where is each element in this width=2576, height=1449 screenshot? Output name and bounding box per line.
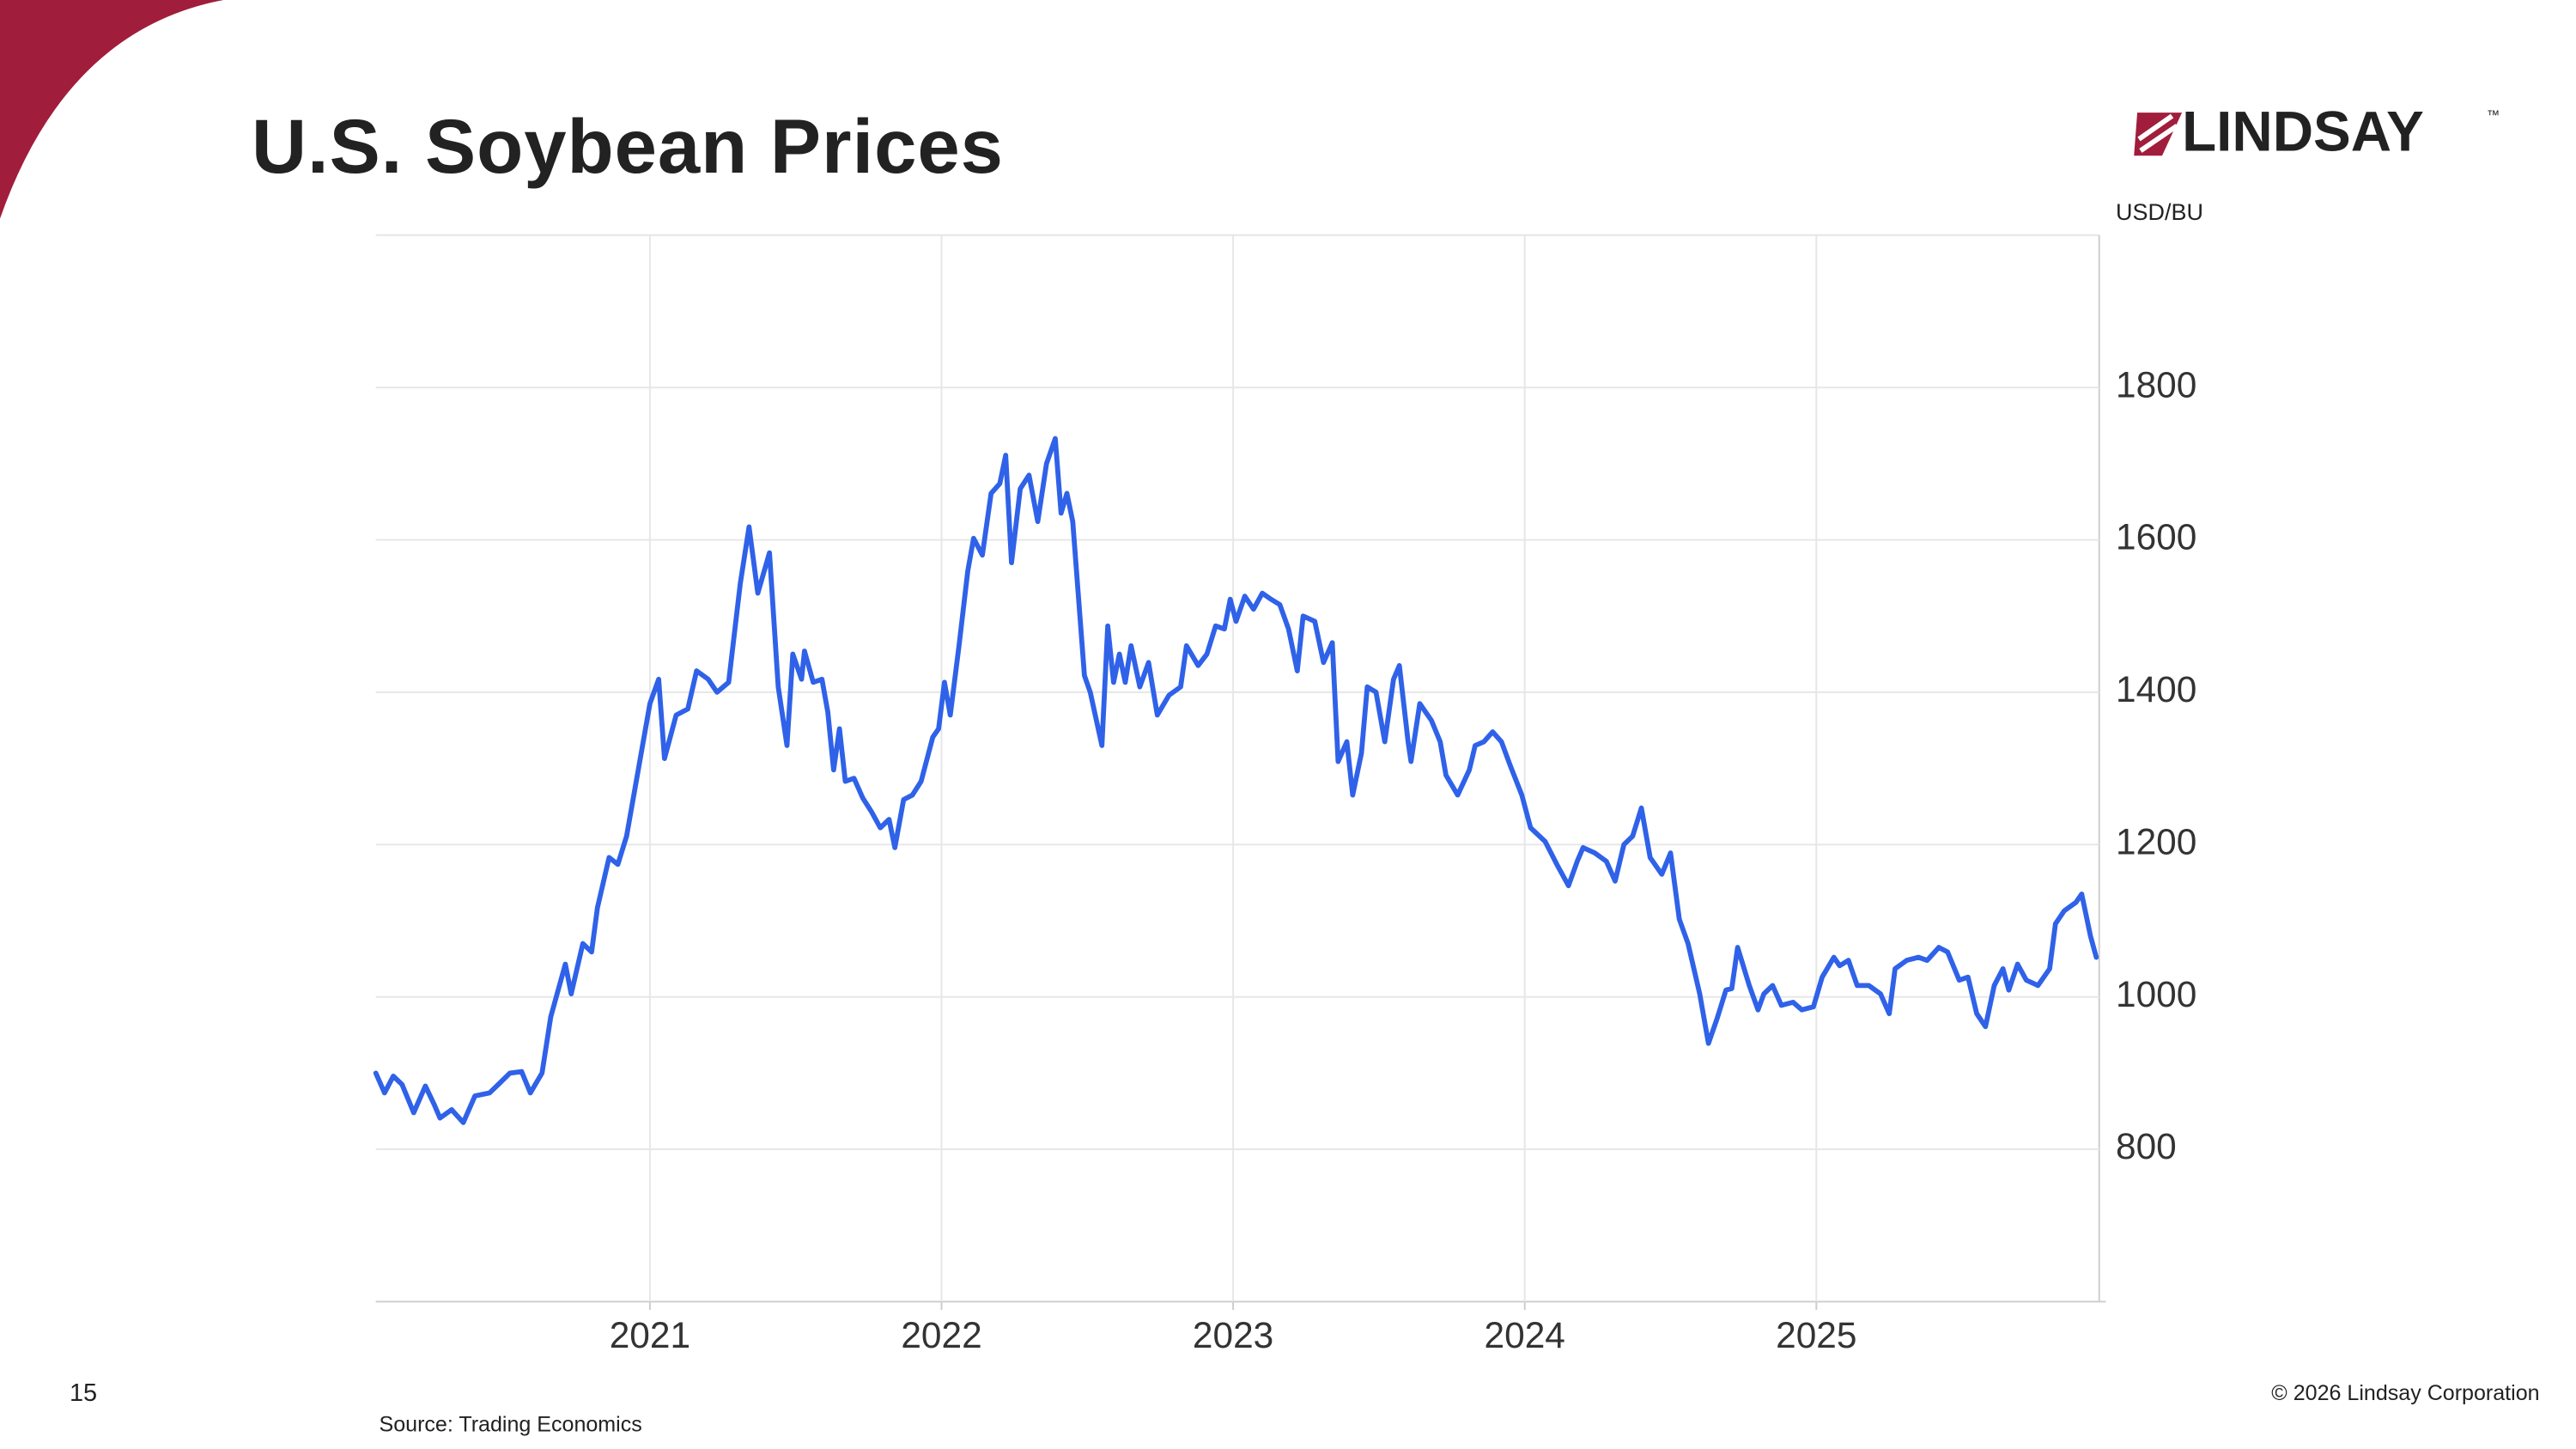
chart-title: U.S. Soybean Prices <box>252 104 1004 189</box>
logo-trademark: ™ <box>2487 108 2500 123</box>
logo: LINDSAY ™ <box>2134 100 2500 162</box>
x-tick-label: 2021 <box>610 1315 690 1355</box>
y-tick-label: 1200 <box>2116 821 2196 861</box>
y-tick-label: 800 <box>2116 1126 2177 1166</box>
x-tick-label: 2023 <box>1193 1315 1273 1355</box>
logo-text: LINDSAY <box>2182 100 2424 162</box>
logo-icon-stripes <box>2137 113 2178 153</box>
x-tick-label: 2025 <box>1776 1315 1856 1355</box>
y-tick-label: 1800 <box>2116 364 2196 405</box>
copyright: © 2026 Lindsay Corporation <box>2271 1381 2539 1405</box>
corner-decoration <box>0 0 224 219</box>
x-tick-label: 2022 <box>901 1315 981 1355</box>
price-line <box>373 435 2099 1125</box>
y-tick-label: 1000 <box>2116 974 2196 1014</box>
source-note: Source: Trading Economics <box>380 1413 642 1437</box>
x-tick-label: 2024 <box>1485 1315 1565 1355</box>
y-tick-label: 1600 <box>2116 517 2196 557</box>
page-number: 15 <box>70 1379 97 1407</box>
y-tick-label: 1400 <box>2116 669 2196 709</box>
y-axis-label: USD/BU <box>2116 199 2203 225</box>
